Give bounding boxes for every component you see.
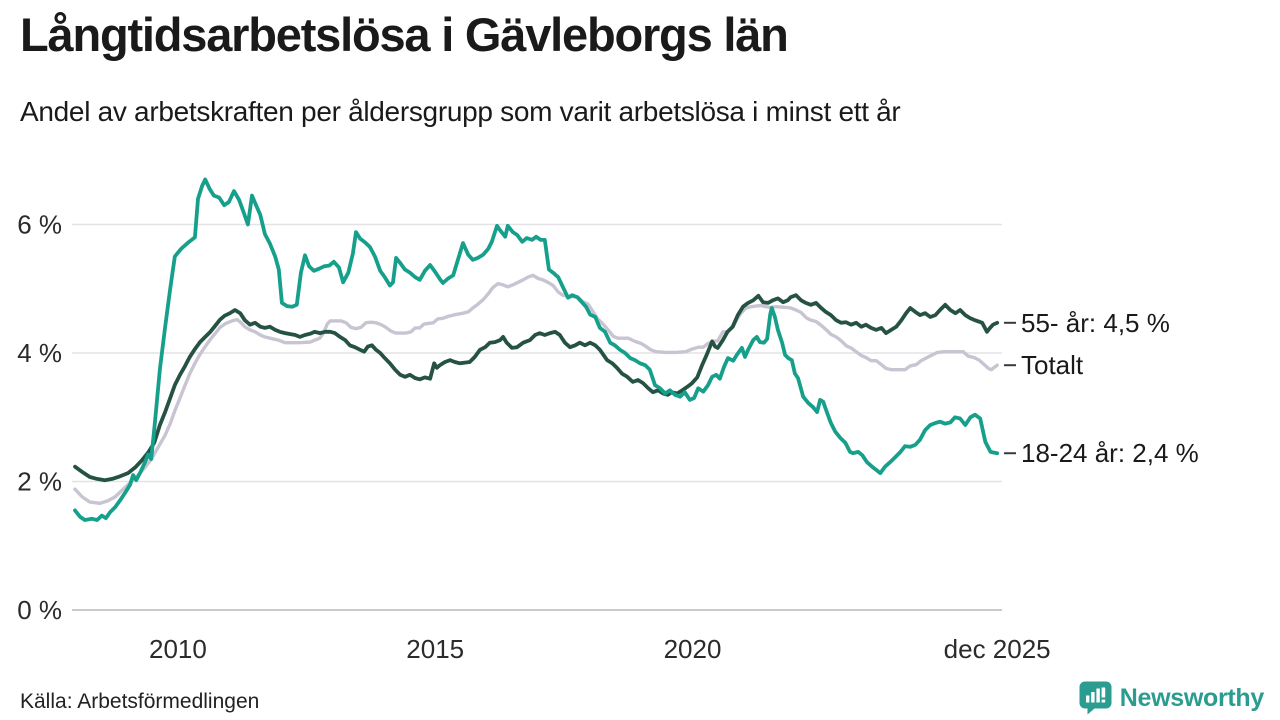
y-tick-label: 6 % xyxy=(17,210,62,240)
newsworthy-chart-bubble-icon xyxy=(1079,681,1112,715)
chart-subtitle: Andel av arbetskraften per åldersgrupp s… xyxy=(20,96,901,127)
series-end-label-55plus: 55- år: 4,5 % xyxy=(1021,308,1170,338)
x-tick-label: 2010 xyxy=(149,634,207,664)
source-note: Källa: Arbetsförmedlingen xyxy=(20,690,260,713)
newsworthy-logo: Newsworthy xyxy=(1079,681,1264,715)
x-tick-label: 2020 xyxy=(664,634,722,664)
y-tick-label: 0 % xyxy=(17,595,62,625)
series-line-55plus xyxy=(73,293,1000,483)
x-tick-label: 2015 xyxy=(406,634,464,664)
series-line-totalt xyxy=(73,273,999,505)
newsworthy-wordmark: Newsworthy xyxy=(1119,683,1265,712)
page-title: Långtidsarbetslösa i Gävleborgs län xyxy=(20,8,789,61)
series-end-label-18-24: 18-24 år: 2,4 % xyxy=(1021,438,1199,468)
y-tick-label: 4 % xyxy=(17,338,62,368)
y-tick-label: 2 % xyxy=(17,467,62,497)
series-line-18-24 xyxy=(73,177,1000,522)
x-tick-label: dec 2025 xyxy=(944,634,1051,664)
series-end-label-totalt: Totalt xyxy=(1021,350,1084,380)
